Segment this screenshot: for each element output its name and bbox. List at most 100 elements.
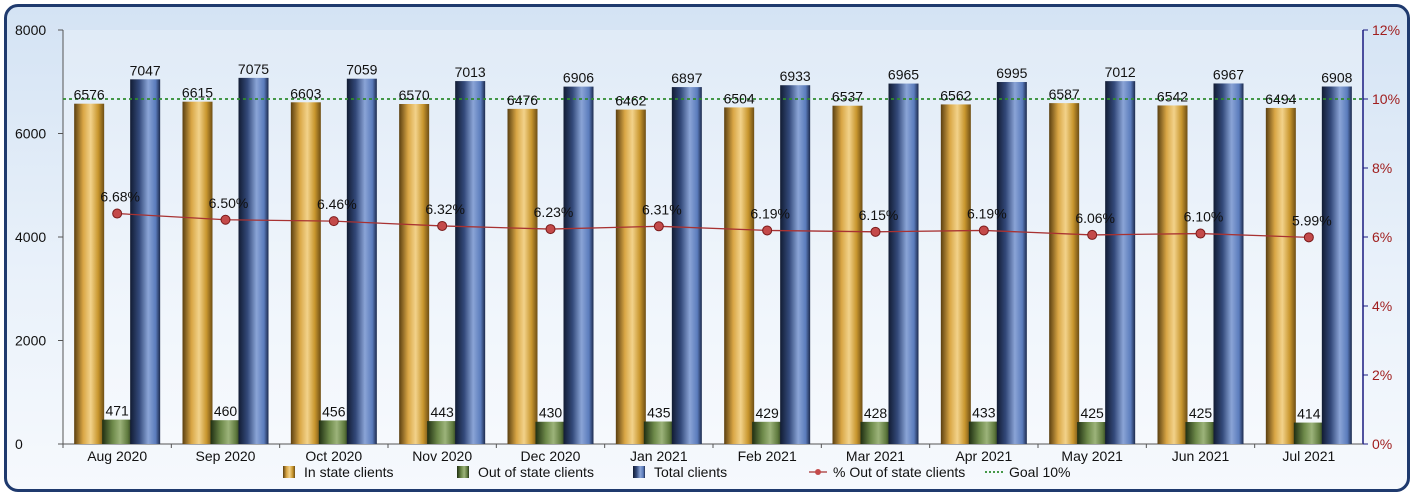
bar-value-label: 6615 xyxy=(182,85,213,101)
bar-value-label: 6908 xyxy=(1321,70,1352,86)
bar-value-label: 425 xyxy=(1189,405,1213,421)
percent-value-label: 5.99% xyxy=(1292,212,1332,228)
legend-label: % Out of state clients xyxy=(833,464,965,480)
percent-value-label: 6.23% xyxy=(534,204,574,220)
bars-layer xyxy=(74,77,1352,445)
bar-out-of-state-clients-4 xyxy=(535,421,566,444)
bar-value-label: 6995 xyxy=(996,65,1027,81)
percent-point-8 xyxy=(978,225,989,236)
bar-value-label: 429 xyxy=(755,405,779,421)
x-tick-label: Jul 2021 xyxy=(1282,448,1335,464)
bar-value-label: 6504 xyxy=(724,90,755,106)
bar-total-clients-1 xyxy=(238,77,269,445)
bar-value-label: 6906 xyxy=(563,70,594,86)
bar-in-state-clients-11 xyxy=(1265,107,1296,445)
legend-label: Out of state clients xyxy=(478,464,594,480)
x-tick-label: Nov 2020 xyxy=(412,448,472,464)
bar-value-label: 433 xyxy=(972,405,996,421)
percent-point-0 xyxy=(112,208,123,219)
bar-total-clients-6 xyxy=(780,85,811,444)
right-tick-label: 6% xyxy=(1372,229,1392,245)
bar-out-of-state-clients-7 xyxy=(860,421,891,444)
bar-out-of-state-clients-10 xyxy=(1185,422,1216,444)
right-tick-label: 0% xyxy=(1372,436,1392,452)
bar-value-label: 443 xyxy=(430,404,454,420)
bar-value-label: 7012 xyxy=(1105,64,1136,80)
axes-layer: 0 2000 4000 6000 8000 0% 2% 4% 6% 8% 10% 12% Aug 202… xyxy=(15,22,1400,464)
percent-value-label: 6.19% xyxy=(967,205,1007,221)
bar-value-label: 6933 xyxy=(780,68,811,84)
x-tick-label: Sep 2020 xyxy=(196,448,256,464)
bar-in-state-clients-2 xyxy=(290,102,321,445)
legend-marker xyxy=(815,469,821,475)
percent-value-label: 6.68% xyxy=(100,189,140,205)
bar-value-label: 6562 xyxy=(940,87,971,103)
bar-in-state-clients-4 xyxy=(507,108,538,444)
bar-value-label: 425 xyxy=(1080,405,1104,421)
legend-swatch xyxy=(457,466,469,478)
bar-in-state-clients-5 xyxy=(615,109,646,445)
bar-out-of-state-clients-2 xyxy=(318,420,349,444)
bar-total-clients-11 xyxy=(1321,86,1352,445)
bar-value-label: 6603 xyxy=(290,85,321,101)
bar-value-label: 6570 xyxy=(399,87,430,103)
bar-value-label: 414 xyxy=(1297,406,1321,422)
percent-point-10 xyxy=(1195,228,1206,239)
x-tick-label: Apr 2021 xyxy=(955,448,1012,464)
bar-out-of-state-clients-9 xyxy=(1077,422,1108,444)
percent-point-7 xyxy=(870,226,881,237)
bar-value-label: 6537 xyxy=(832,89,863,105)
right-tick-label: 8% xyxy=(1372,160,1392,176)
bar-in-state-clients-1 xyxy=(182,101,213,444)
bar-out-of-state-clients-8 xyxy=(968,421,999,444)
left-tick-label: 4000 xyxy=(15,229,46,245)
bar-value-label: 428 xyxy=(864,405,888,421)
bar-total-clients-4 xyxy=(563,86,594,444)
bar-total-clients-2 xyxy=(346,78,377,444)
right-tick-label: 10% xyxy=(1372,91,1400,107)
x-tick-label: Oct 2020 xyxy=(305,448,362,464)
legend-swatch xyxy=(633,466,645,478)
bar-in-state-clients-0 xyxy=(74,103,105,444)
data-labels-layer: 6576 6615 6603 6570 6476 6462 6504 6537 6562 6587… xyxy=(74,61,1353,422)
percent-point-9 xyxy=(1087,229,1098,240)
legend-swatch xyxy=(283,466,295,478)
bar-value-label: 7059 xyxy=(346,62,377,78)
percent-value-label: 6.46% xyxy=(317,196,357,212)
percent-point-3 xyxy=(437,220,448,231)
bar-total-clients-7 xyxy=(888,83,919,444)
bar-total-clients-0 xyxy=(130,79,161,444)
percent-point-5 xyxy=(653,221,664,232)
bar-total-clients-8 xyxy=(996,82,1027,444)
percent-value-label: 6.19% xyxy=(750,205,790,221)
bar-in-state-clients-3 xyxy=(399,104,430,444)
legend: In state clients Out of state clients Tota… xyxy=(283,464,1070,480)
x-tick-label: Jan 2021 xyxy=(630,448,688,464)
bar-value-label: 6576 xyxy=(74,87,105,103)
legend-label: Goal 10% xyxy=(1009,464,1070,480)
bar-out-of-state-clients-5 xyxy=(643,421,674,444)
percent-point-1 xyxy=(220,214,231,225)
bar-in-state-clients-8 xyxy=(940,104,971,444)
bar-in-state-clients-6 xyxy=(724,107,755,444)
bar-value-label: 7013 xyxy=(455,64,486,80)
x-tick-label: Jun 2021 xyxy=(1172,448,1230,464)
percent-point-11 xyxy=(1303,232,1314,243)
bar-value-label: 6897 xyxy=(671,70,702,86)
bar-value-label: 6494 xyxy=(1265,91,1296,107)
bar-in-state-clients-7 xyxy=(832,105,863,444)
bar-value-label: 6967 xyxy=(1213,66,1244,82)
percent-value-label: 6.32% xyxy=(425,201,465,217)
bar-value-label: 7075 xyxy=(238,61,269,77)
percent-value-label: 6.06% xyxy=(1075,210,1115,226)
bar-value-label: 6542 xyxy=(1157,88,1188,104)
bar-out-of-state-clients-6 xyxy=(752,421,783,444)
bar-total-clients-5 xyxy=(671,87,702,444)
percent-value-label: 6.50% xyxy=(209,195,249,211)
bar-value-label: 460 xyxy=(214,403,238,419)
bar-total-clients-10 xyxy=(1213,83,1244,444)
bar-in-state-clients-9 xyxy=(1049,103,1080,445)
x-tick-label: Mar 2021 xyxy=(846,448,905,464)
bar-value-label: 456 xyxy=(322,403,346,419)
left-tick-label: 8000 xyxy=(15,22,46,38)
